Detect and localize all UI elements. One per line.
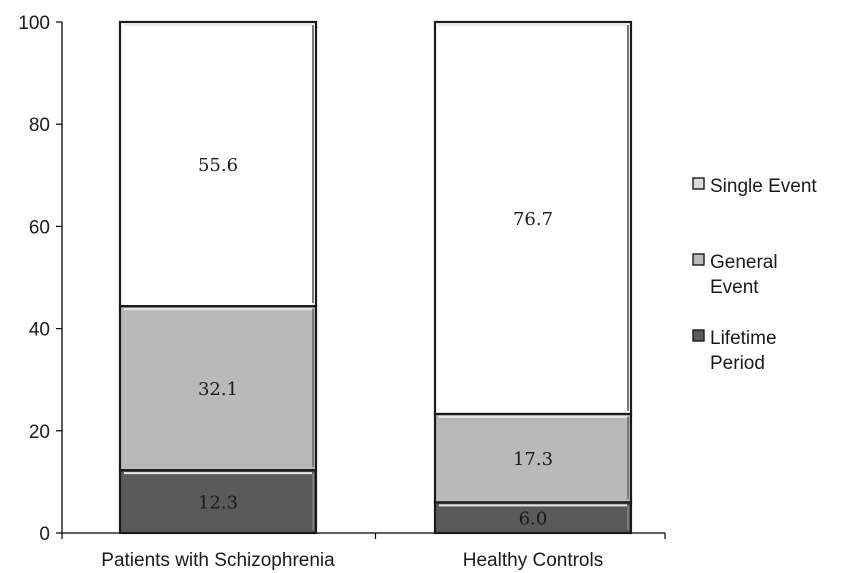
x-category-label: Patients with Schizophrenia	[101, 550, 335, 571]
bars	[118, 20, 633, 535]
data-label: 76.7	[513, 209, 553, 230]
bar-segment-single-event	[118, 20, 318, 308]
y-tick-label: 20	[29, 422, 50, 443]
data-label: 17.3	[513, 449, 553, 470]
bar-segment-lifetime-period	[118, 469, 318, 535]
bar-segment-general-event	[433, 412, 633, 504]
bar-segment-single-event	[433, 20, 633, 416]
legend-label: Event	[710, 277, 759, 298]
legend-label: Single Event	[710, 176, 817, 197]
data-label: 32.1	[198, 379, 238, 400]
bar-segment-lifetime-period	[433, 501, 633, 535]
legend-label: Period	[710, 353, 765, 374]
y-tick-label: 60	[29, 217, 50, 238]
legend-swatch	[692, 253, 705, 266]
data-labels: 12.3 32.1 55.6 6.0 17.3 76.7	[198, 155, 553, 530]
legend-label: General	[710, 252, 778, 273]
data-label: 6.0	[519, 509, 548, 530]
legend: Single Event General Event Lifetime Period	[692, 176, 817, 374]
bar-segment-general-event	[118, 305, 318, 472]
category-labels: Patients with Schizophrenia Healthy Contr…	[101, 550, 603, 571]
y-tick-label: 0	[39, 524, 50, 545]
legend-label: Lifetime	[710, 328, 777, 349]
legend-swatch	[692, 177, 705, 190]
legend-swatch	[692, 329, 705, 342]
y-tick-label: 100	[18, 13, 50, 34]
y-tick-label: 80	[29, 115, 50, 136]
data-label: 12.3	[198, 493, 238, 514]
y-tick-label: 40	[29, 320, 50, 341]
data-label: 55.6	[198, 155, 238, 176]
x-category-label: Healthy Controls	[463, 550, 603, 571]
